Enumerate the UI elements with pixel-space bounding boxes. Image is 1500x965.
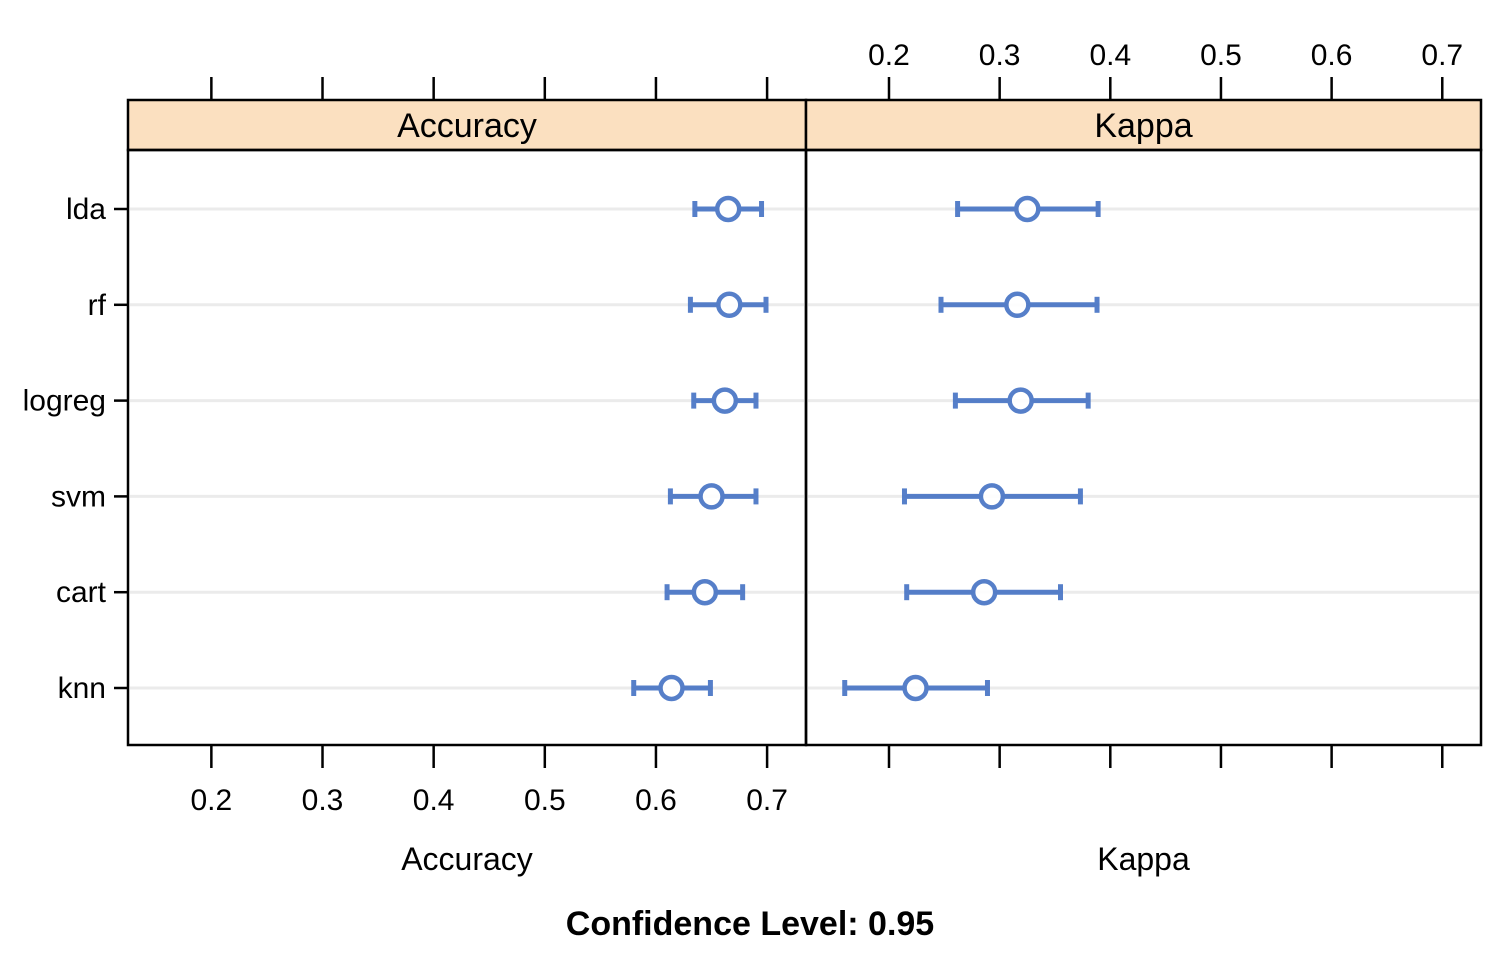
row-label-rf: rf — [88, 289, 107, 322]
ci-kappa-knn — [842, 674, 990, 702]
x-tick-label-top: 0.7 — [1421, 39, 1463, 72]
x-tick-label-bottom: 0.7 — [746, 784, 788, 817]
ci-accuracy-lda — [692, 195, 765, 223]
x-axis-label-kappa: Kappa — [1097, 841, 1190, 877]
mean-marker — [698, 483, 725, 510]
x-tick-label-bottom: 0.4 — [413, 784, 455, 817]
mean-marker — [902, 674, 929, 702]
row-label-cart: cart — [56, 576, 107, 609]
x-tick-label-top: 0.3 — [979, 39, 1021, 72]
mean-marker — [970, 578, 998, 606]
mean-marker — [978, 483, 1006, 510]
ci-accuracy-svm — [667, 483, 759, 510]
mean-marker — [1014, 195, 1041, 223]
confidence-level-caption: Confidence Level: 0.95 — [565, 905, 935, 943]
ci-kappa-cart — [904, 578, 1064, 606]
x-tick-label-bottom: 0.2 — [191, 784, 233, 817]
x-tick-label-bottom: 0.3 — [302, 784, 344, 817]
ci-accuracy-cart — [664, 578, 746, 606]
ci-accuracy-knn — [631, 674, 713, 702]
mean-marker — [1004, 291, 1031, 319]
mean-marker — [711, 387, 739, 414]
strip-label-kappa: Kappa — [1094, 107, 1192, 145]
mean-marker — [1007, 387, 1034, 414]
x-tick-label-top: 0.5 — [1200, 39, 1242, 72]
ci-kappa-logreg — [952, 387, 1091, 414]
x-tick-label-top: 0.6 — [1311, 39, 1353, 72]
x-tick-label-top: 0.2 — [868, 39, 910, 72]
strip-accuracy — [126, 98, 808, 152]
x-tick-label-bottom: 0.5 — [524, 784, 566, 817]
x-tick-label-top: 0.4 — [1089, 39, 1131, 72]
row-label-logreg: logreg — [23, 385, 106, 418]
mean-marker — [691, 578, 719, 606]
ci-accuracy-rf — [687, 291, 769, 319]
panel-border-kappa — [804, 148, 1483, 747]
strip-label-accuracy: Accuracy — [397, 107, 537, 145]
ci-accuracy-logreg — [691, 387, 759, 414]
panel-border-accuracy — [126, 148, 808, 747]
row-label-svm: svm — [51, 480, 106, 513]
row-label-knn: knn — [58, 672, 106, 705]
mean-marker — [658, 674, 685, 702]
ci-kappa-rf — [938, 291, 1100, 319]
mean-marker — [716, 291, 743, 319]
x-axis-label-accuracy: Accuracy — [401, 841, 533, 877]
row-label-lda: lda — [66, 193, 106, 226]
x-tick-label-bottom: 0.6 — [635, 784, 677, 817]
ci-kappa-svm — [901, 483, 1083, 510]
ci-kappa-lda — [955, 195, 1101, 223]
mean-marker — [714, 195, 742, 223]
